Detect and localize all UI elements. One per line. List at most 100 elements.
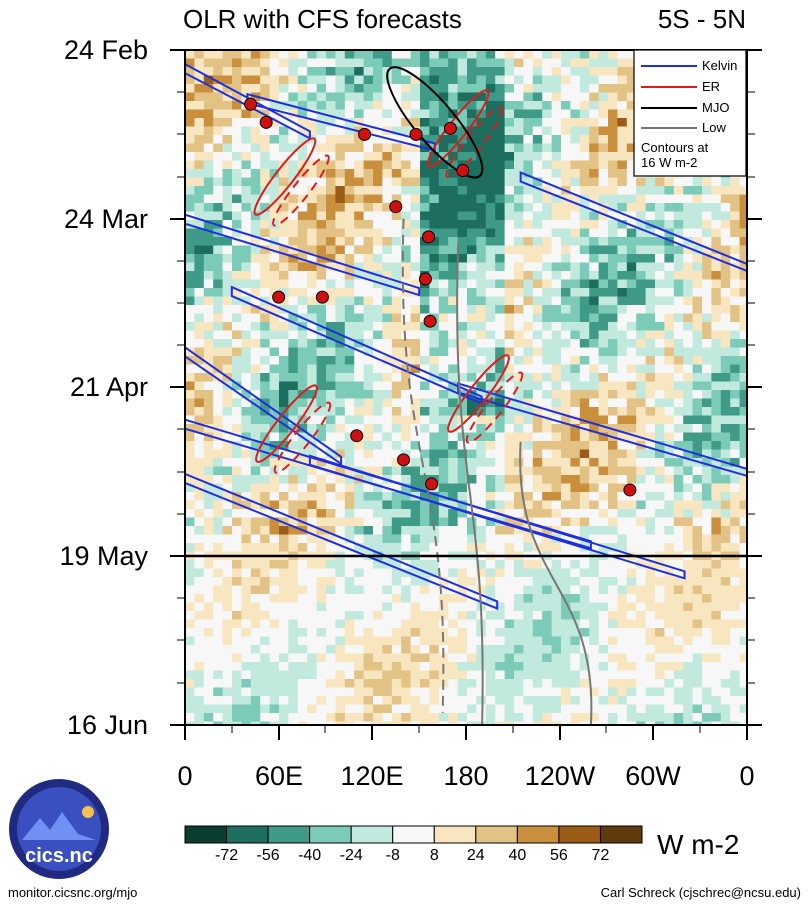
- olr-cell: [485, 432, 496, 442]
- olr-cell: [655, 653, 665, 663]
- olr-cell: [561, 92, 571, 102]
- olr-cell: [269, 628, 280, 638]
- olr-cell: [420, 160, 430, 170]
- olr-cell: [260, 67, 271, 77]
- olr-cell: [382, 407, 393, 417]
- olr-cell: [561, 704, 571, 714]
- olr-cell: [401, 645, 412, 655]
- olr-cell: [297, 602, 308, 612]
- olr-cell: [504, 220, 515, 230]
- olr-cell: [250, 560, 261, 570]
- olr-cell: [307, 458, 318, 468]
- olr-cell: [222, 118, 233, 128]
- olr-cell: [457, 126, 468, 136]
- olr-cell: [232, 704, 242, 714]
- olr-cell: [730, 645, 741, 655]
- olr-cell: [363, 194, 374, 204]
- kelvin-contour: [185, 472, 499, 610]
- olr-cell: [326, 92, 336, 102]
- olr-cell: [702, 662, 712, 672]
- olr-cell: [589, 679, 600, 689]
- olr-cell: [504, 262, 515, 272]
- olr-cell: [288, 143, 299, 153]
- olr-cell: [636, 517, 647, 527]
- olr-cell: [185, 381, 195, 391]
- olr-cell: [382, 203, 393, 213]
- olr-cell: [636, 194, 647, 204]
- x-tick-label: 180: [443, 761, 488, 791]
- olr-cell: [739, 237, 747, 247]
- olr-cell: [683, 662, 694, 672]
- olr-cell: [194, 118, 205, 128]
- olr-cell: [626, 407, 637, 417]
- olr-cell: [664, 245, 675, 255]
- olr-cell: [401, 441, 412, 451]
- olr-cell: [438, 594, 449, 604]
- olr-cell: [730, 517, 741, 527]
- olr-cell: [495, 602, 506, 612]
- olr-cell: [711, 313, 722, 323]
- olr-cell: [279, 339, 289, 349]
- olr-cell: [335, 305, 346, 315]
- olr-cell: [335, 534, 346, 544]
- olr-cell: [645, 568, 656, 578]
- olr-cell: [410, 228, 421, 238]
- olr-cell: [250, 381, 261, 391]
- olr-cell: [551, 449, 562, 459]
- olr-cell: [307, 228, 318, 238]
- olr-cell: [702, 466, 712, 476]
- olr-cell: [326, 160, 336, 170]
- olr-cell: [664, 407, 675, 417]
- olr-cell: [514, 636, 524, 646]
- olr-cell: [664, 475, 675, 485]
- olr-cell: [579, 84, 590, 94]
- olr-cell: [326, 373, 336, 383]
- olr-cell: [354, 500, 365, 510]
- olr-cell: [194, 50, 205, 60]
- olr-cell: [194, 449, 205, 459]
- olr-cell: [185, 67, 195, 77]
- olr-cell: [194, 509, 205, 519]
- olr-cell: [297, 645, 308, 655]
- olr-cell: [532, 373, 543, 383]
- olr-cell: [429, 619, 440, 629]
- olr-cell: [702, 500, 712, 510]
- olr-cell: [401, 58, 412, 68]
- olr-cell: [485, 152, 496, 162]
- olr-cell: [617, 466, 628, 476]
- olr-cell: [335, 424, 346, 434]
- olr-cell: [514, 466, 524, 476]
- olr-cell: [185, 449, 195, 459]
- olr-cell: [711, 441, 722, 451]
- olr-cell: [589, 271, 600, 281]
- olr-cell: [645, 356, 656, 366]
- olr-cell: [420, 220, 430, 230]
- olr-cell: [438, 228, 449, 238]
- olr-cell: [579, 330, 590, 340]
- olr-cell: [335, 466, 346, 476]
- olr-cell: [711, 653, 722, 663]
- olr-cell: [504, 602, 515, 612]
- olr-cell: [589, 254, 600, 264]
- olr-cell: [448, 347, 459, 357]
- olr-cell: [636, 628, 647, 638]
- olr-cell: [363, 296, 374, 306]
- olr-cell: [570, 245, 581, 255]
- olr-cell: [542, 186, 553, 196]
- olr-cell: [579, 322, 590, 332]
- olr-cell: [598, 84, 609, 94]
- olr-cell: [532, 160, 543, 170]
- olr-cell: [542, 373, 553, 383]
- olr-cell: [185, 568, 195, 578]
- olr-cell: [692, 492, 703, 502]
- olr-cell: [692, 441, 703, 451]
- olr-cell: [457, 245, 468, 255]
- olr-cell: [598, 398, 609, 408]
- olr-cell: [739, 560, 747, 570]
- olr-cell: [194, 271, 205, 281]
- olr-cell: [260, 449, 271, 459]
- olr-cell: [382, 568, 393, 578]
- olr-cell: [664, 687, 675, 697]
- olr-cell: [241, 186, 252, 196]
- olr-cell: [382, 177, 393, 187]
